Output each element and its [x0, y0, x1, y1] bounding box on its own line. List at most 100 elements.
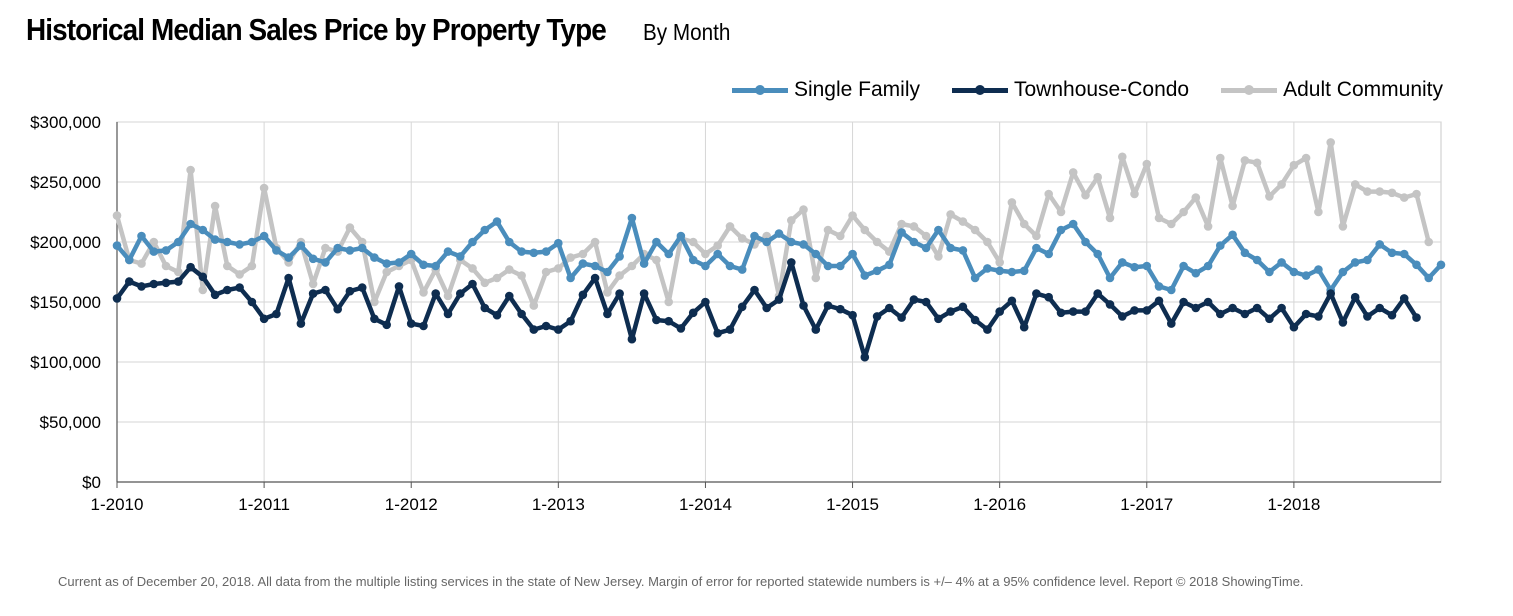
data-point-single-family	[406, 249, 416, 259]
data-point-single-family	[174, 237, 183, 247]
data-point-single-family	[554, 238, 563, 248]
data-point-adult-community	[1068, 168, 1078, 177]
data-point-townhouse-condo	[983, 325, 992, 334]
data-point-townhouse-condo	[725, 325, 735, 334]
data-point-townhouse-condo	[333, 304, 343, 314]
data-point-single-family	[958, 246, 968, 255]
data-point-single-family	[1399, 249, 1409, 259]
data-point-adult-community	[554, 264, 563, 273]
data-point-adult-community	[1081, 190, 1090, 200]
data-point-single-family	[603, 267, 612, 277]
data-point-single-family	[627, 213, 637, 223]
data-point-townhouse-condo	[1167, 319, 1176, 328]
data-point-townhouse-condo	[210, 290, 220, 300]
legend-swatch-townhouse-condo	[951, 83, 1008, 97]
data-point-adult-community	[1252, 158, 1262, 168]
data-point-townhouse-condo	[885, 303, 894, 313]
data-point-townhouse-condo	[1363, 312, 1372, 321]
data-point-single-family	[860, 271, 870, 280]
data-point-adult-community	[603, 288, 612, 297]
data-point-townhouse-condo	[492, 310, 502, 320]
data-point-single-family	[1093, 249, 1102, 259]
data-point-adult-community	[1387, 188, 1397, 198]
data-point-adult-community	[1228, 201, 1237, 211]
data-point-townhouse-condo	[578, 290, 588, 300]
data-point-adult-community	[590, 237, 600, 247]
data-point-townhouse-condo	[149, 279, 159, 289]
data-point-townhouse-condo	[1081, 307, 1090, 316]
data-point-townhouse-condo	[198, 272, 208, 282]
data-point-adult-community	[1314, 207, 1323, 217]
data-point-adult-community	[517, 271, 526, 280]
x-tick-label: 1-2018	[1267, 495, 1320, 514]
data-point-adult-community	[1056, 207, 1066, 217]
data-point-townhouse-condo	[394, 282, 404, 291]
legend-item-single-family: Single Family	[731, 78, 920, 102]
data-point-townhouse-condo	[590, 273, 600, 283]
data-point-townhouse-condo	[259, 314, 269, 324]
y-tick-label: $250,000	[30, 173, 101, 192]
data-point-single-family	[468, 237, 477, 247]
data-point-single-family	[149, 247, 159, 256]
data-point-townhouse-condo	[1093, 289, 1102, 298]
data-point-single-family	[345, 246, 355, 255]
data-point-single-family	[1265, 267, 1274, 277]
data-point-adult-community	[934, 252, 943, 261]
data-point-townhouse-condo	[174, 277, 183, 286]
data-point-adult-community	[443, 291, 453, 301]
x-tick-label: 1-2011	[238, 495, 290, 514]
data-point-single-family	[1007, 267, 1017, 277]
data-point-townhouse-condo	[321, 285, 330, 295]
data-point-single-family	[983, 264, 992, 273]
legend-item-adult-community: Adult Community	[1221, 78, 1443, 102]
data-point-townhouse-condo	[223, 285, 232, 295]
y-tick-label: $200,000	[30, 233, 101, 252]
y-tick-label: $100,000	[30, 353, 101, 372]
data-point-single-family	[737, 265, 747, 274]
data-point-adult-community	[1032, 231, 1041, 241]
data-point-adult-community	[1412, 189, 1421, 199]
legend-item-townhouse-condo: Townhouse-Condo	[951, 78, 1189, 102]
data-point-adult-community	[357, 237, 367, 247]
data-point-adult-community	[995, 258, 1004, 267]
data-point-single-family	[1216, 241, 1225, 250]
data-point-single-family	[492, 217, 502, 226]
data-point-single-family	[774, 229, 784, 238]
data-point-adult-community	[1289, 160, 1299, 170]
data-point-townhouse-condo	[1289, 322, 1299, 332]
data-point-adult-community	[615, 271, 624, 280]
data-point-adult-community	[345, 223, 355, 232]
data-point-townhouse-condo	[750, 285, 759, 295]
data-point-adult-community	[247, 261, 257, 271]
data-point-single-family	[615, 252, 624, 261]
chart-subtitle: By Month	[642, 19, 731, 45]
data-point-adult-community	[1130, 189, 1139, 199]
data-point-townhouse-condo	[1375, 303, 1384, 313]
data-point-townhouse-condo	[688, 308, 698, 318]
data-point-adult-community	[787, 216, 796, 225]
data-point-adult-community	[737, 234, 747, 243]
data-point-single-family	[480, 225, 490, 235]
data-point-single-family	[357, 243, 367, 253]
data-point-townhouse-condo	[1412, 313, 1421, 322]
data-point-single-family	[259, 231, 269, 241]
data-point-adult-community	[468, 264, 477, 273]
data-point-townhouse-condo	[419, 321, 428, 331]
data-point-single-family	[1301, 271, 1311, 280]
data-point-townhouse-condo	[1032, 289, 1041, 298]
data-point-adult-community	[370, 297, 379, 307]
data-point-townhouse-condo	[308, 289, 318, 298]
data-point-townhouse-condo	[860, 352, 870, 362]
data-point-adult-community	[1179, 207, 1188, 217]
data-point-townhouse-condo	[836, 304, 845, 314]
data-point-adult-community	[505, 265, 514, 274]
data-point-single-family	[1375, 240, 1384, 249]
data-point-adult-community	[1142, 159, 1152, 169]
data-point-adult-community	[149, 237, 159, 247]
data-point-single-family	[1289, 267, 1299, 277]
data-point-single-family	[1412, 260, 1421, 270]
data-point-single-family	[456, 252, 465, 261]
data-point-adult-community	[688, 237, 698, 247]
data-point-single-family	[909, 237, 919, 247]
data-point-townhouse-condo	[848, 310, 857, 320]
